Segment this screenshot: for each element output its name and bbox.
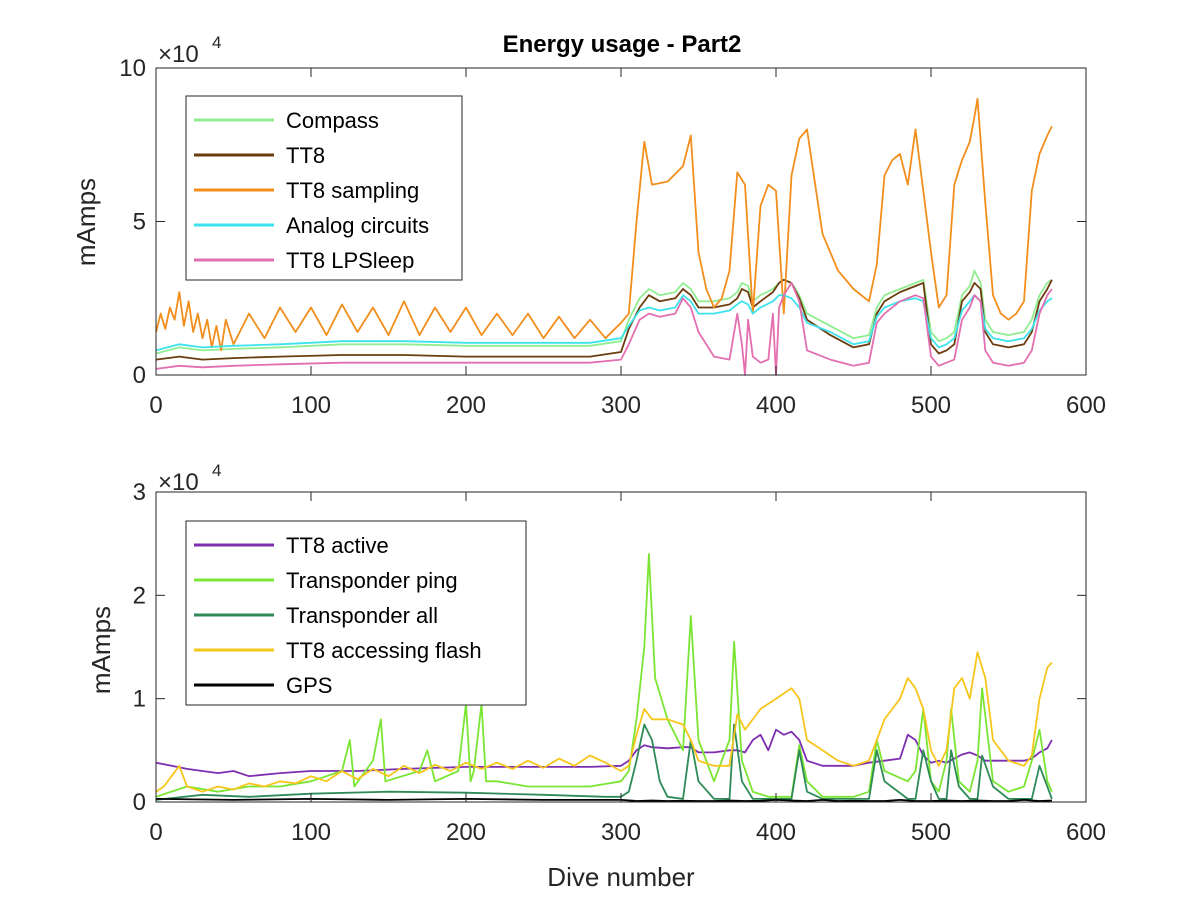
legend-label: GPS — [286, 673, 332, 698]
x-tick-label: 400 — [756, 392, 796, 419]
chart-title: Energy usage - Part2 — [503, 31, 742, 58]
x-tick-label: 0 — [149, 392, 162, 419]
legend-box — [185, 95, 463, 281]
y-tick-label: 3 — [133, 479, 146, 506]
x-tick-label: 500 — [911, 392, 951, 419]
y-tick-label: 0 — [133, 362, 146, 389]
series-line-3 — [155, 651, 1053, 793]
legend-label: TT8 accessing flash — [286, 638, 482, 663]
y-exponent-power: 4 — [212, 33, 221, 52]
legend-label: TT8 sampling — [286, 178, 419, 203]
y-tick-label: 2 — [133, 582, 146, 609]
x-tick-label: 300 — [601, 819, 641, 846]
x-tick-label: 400 — [756, 819, 796, 846]
y-exponent-power: 4 — [212, 461, 221, 480]
plot-area: 0 100 200 300 400 500 600 0 5 10 Compass TT8 TT8 sam… — [119, 55, 1106, 419]
y-exponent-label: ×10 4 — [158, 33, 221, 68]
series-line-4 — [155, 281, 1053, 376]
x-tick-label: 200 — [446, 819, 486, 846]
series-line-0 — [155, 728, 1053, 778]
legend-label: TT8 — [286, 143, 325, 168]
x-tick-label: 500 — [911, 819, 951, 846]
y-tick-label: 1 — [133, 686, 146, 713]
y-tick-label: 5 — [133, 209, 146, 236]
legend-label: TT8 LPSleep — [286, 248, 414, 273]
y-exponent-base: ×10 — [158, 41, 199, 68]
legend-label: Transponder ping — [286, 568, 458, 593]
x-axis-label: Dive number — [547, 862, 695, 892]
legend-box — [185, 520, 527, 706]
series-line-4 — [155, 798, 1052, 802]
plot-area: 0 100 200 300 400 500 600 0 1 2 3 TT8 active Transpo… — [133, 479, 1106, 846]
legend: Compass TT8 TT8 sampling Analog circuits TT8… — [185, 95, 463, 281]
y-tick-label: 0 — [133, 789, 146, 816]
legend-label: TT8 active — [286, 533, 389, 558]
x-tick-label: 300 — [601, 392, 641, 419]
legend-label: Analog circuits — [286, 213, 429, 238]
legend-label: Compass — [286, 108, 379, 133]
x-tick-label: 0 — [149, 819, 162, 846]
x-tick-label: 200 — [446, 392, 486, 419]
legend-label: Transponder all — [286, 603, 438, 628]
y-exponent-label: ×10 4 — [158, 461, 221, 496]
x-tick-label: 100 — [291, 819, 331, 846]
y-axis-label: mAmps — [86, 606, 116, 694]
series-line-2 — [155, 97, 1053, 352]
chart-energy-top: Energy usage - Part2 ×10 4 mAmps 0 100 200… — [71, 31, 1106, 419]
x-tick-label: 100 — [291, 392, 331, 419]
y-tick-label: 10 — [119, 55, 146, 82]
x-tick-label: 600 — [1066, 819, 1106, 846]
chart-energy-bottom: ×10 4 mAmps Dive number 0 100 200 300 400 500… — [86, 461, 1106, 892]
series-line-2 — [155, 723, 1053, 801]
legend: TT8 active Transponder ping Transponder al… — [185, 520, 527, 706]
x-tick-label: 600 — [1066, 392, 1106, 419]
y-axis-label: mAmps — [71, 178, 101, 266]
